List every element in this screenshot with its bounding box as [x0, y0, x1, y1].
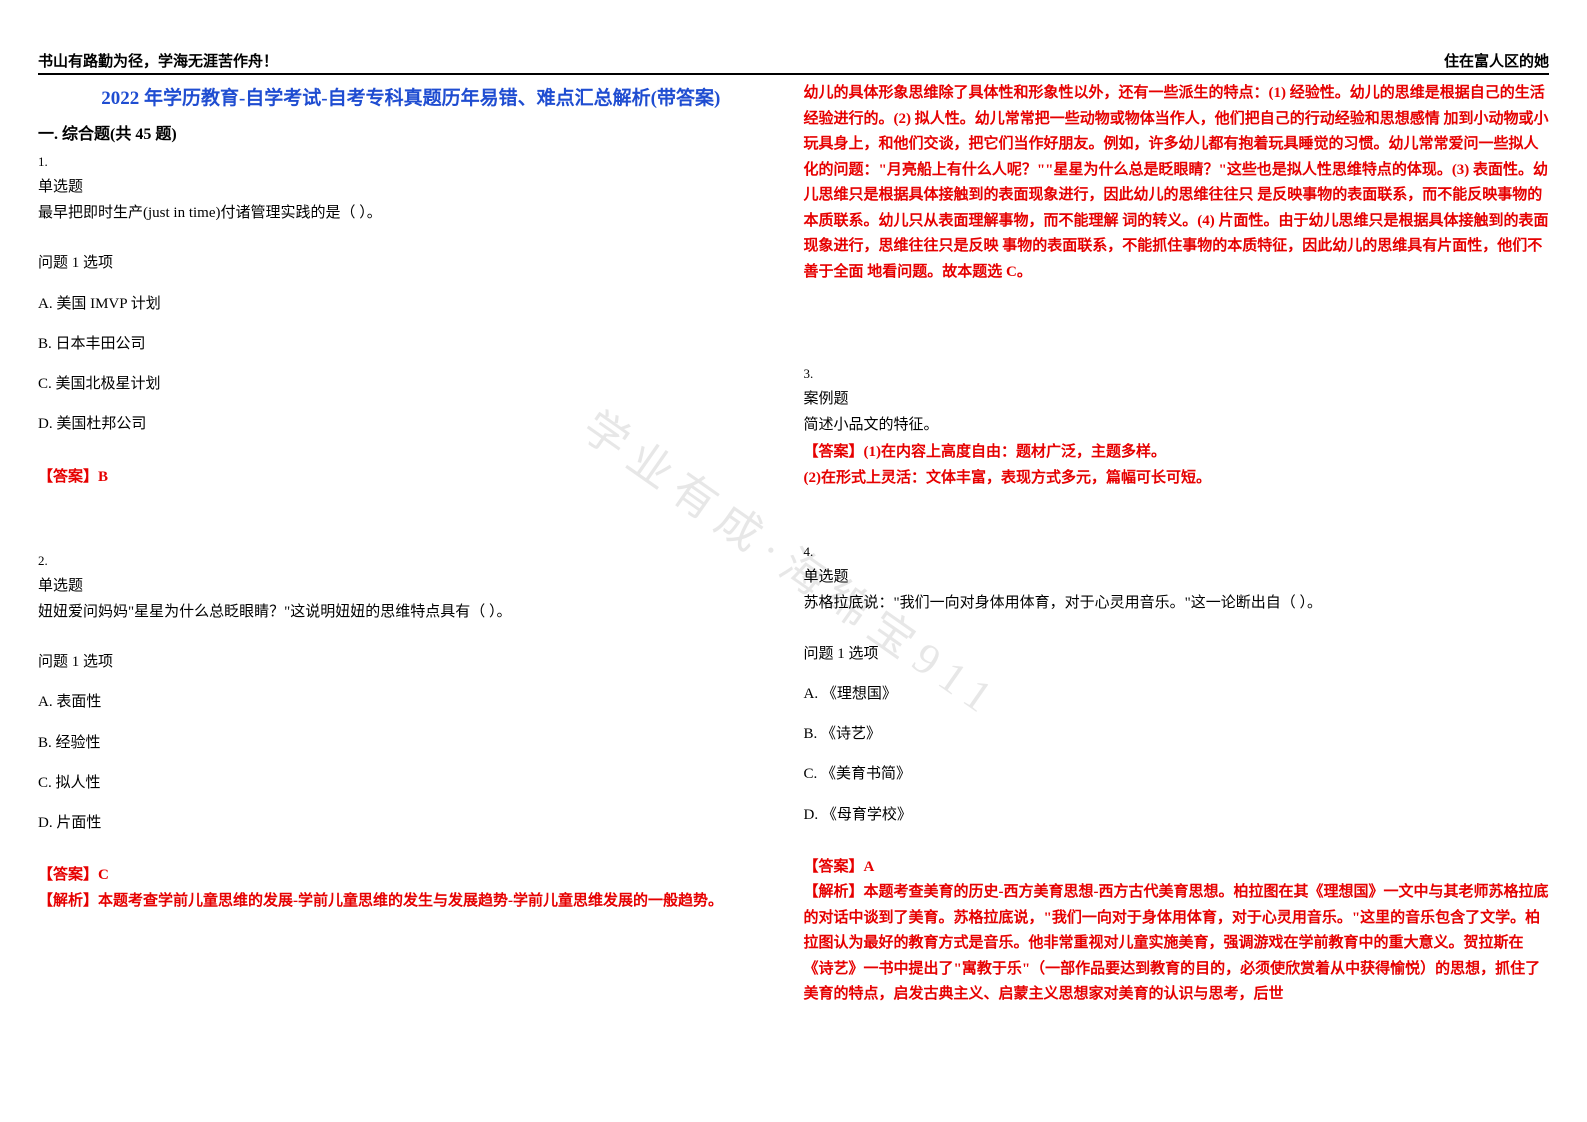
- q4-number: 4.: [804, 541, 1550, 564]
- q2-option-a: A. 表面性: [38, 689, 784, 715]
- q1-type: 单选题: [38, 174, 784, 200]
- q2-analysis: 【解析】本题考查学前儿童思维的发展-学前儿童思维的发生与发展趋势-学前儿童思维发…: [38, 889, 784, 915]
- right-column: 幼儿的具体形象思维除了具体性和形象性以外，还有一些派生的特点：(1) 经验性。幼…: [804, 81, 1550, 1008]
- q4-answer: 【答案】A: [804, 854, 1550, 880]
- q1-option-a: A. 美国 IMVP 计划: [38, 291, 784, 317]
- q2-type: 单选题: [38, 573, 784, 599]
- q4-option-d: D. 《母育学校》: [804, 802, 1550, 828]
- q2-answer: 【答案】C: [38, 862, 784, 888]
- q4-analysis: 【解析】本题考查美育的历史-西方美育思想-西方古代美育思想。柏拉图在其《理想国》…: [804, 880, 1550, 1008]
- section-heading: 一. 综合题(共 45 题): [38, 121, 784, 149]
- q1-answer: 【答案】B: [38, 464, 784, 490]
- q3-answer-line1: 【答案】(1)在内容上高度自由：题材广泛，主题多样。: [804, 440, 1550, 466]
- q1-option-c: C. 美国北极星计划: [38, 371, 784, 397]
- q3-stem: 简述小品文的特征。: [804, 412, 1550, 438]
- q3-type: 案例题: [804, 386, 1550, 412]
- header-right-text: 住在富人区的她: [1444, 50, 1549, 71]
- q1-number: 1.: [38, 151, 784, 174]
- q4-option-b: B. 《诗艺》: [804, 721, 1550, 747]
- q4-option-heading: 问题 1 选项: [804, 641, 1550, 667]
- q1-option-d: D. 美国杜邦公司: [38, 411, 784, 437]
- q2-option-b: B. 经验性: [38, 730, 784, 756]
- q4-option-a: A. 《理想国》: [804, 681, 1550, 707]
- q2-stem: 妞妞爱问妈妈"星星为什么总眨眼睛？"这说明妞妞的思维特点具有（ ）。: [38, 599, 784, 625]
- header-left-text: 书山有路勤为径，学海无涯苦作舟！: [38, 50, 278, 71]
- page-header: 书山有路勤为径，学海无涯苦作舟！ 住在富人区的她: [38, 50, 1549, 75]
- left-column: 2022 年学历教育-自学考试-自考专科真题历年易错、难点汇总解析(带答案) 一…: [38, 81, 784, 1008]
- q2-option-d: D. 片面性: [38, 810, 784, 836]
- q3-number: 3.: [804, 363, 1550, 386]
- q2-option-c: C. 拟人性: [38, 770, 784, 796]
- q4-option-c: C. 《美育书简》: [804, 761, 1550, 787]
- q2-option-heading: 问题 1 选项: [38, 649, 784, 675]
- q4-stem: 苏格拉底说："我们一向对身体用体育，对于心灵用音乐。"这一论断出自（ ）。: [804, 590, 1550, 616]
- q3-answer-line2: (2)在形式上灵活：文体丰富，表现方式多元，篇幅可长可短。: [804, 466, 1550, 492]
- q2-analysis-continued: 幼儿的具体形象思维除了具体性和形象性以外，还有一些派生的特点：(1) 经验性。幼…: [804, 81, 1550, 285]
- q1-stem: 最早把即时生产(just in time)付诸管理实践的是（ ）。: [38, 200, 784, 226]
- document-title: 2022 年学历教育-自学考试-自考专科真题历年易错、难点汇总解析(带答案): [38, 81, 784, 117]
- q1-option-heading: 问题 1 选项: [38, 250, 784, 276]
- q4-type: 单选题: [804, 564, 1550, 590]
- q2-number: 2.: [38, 550, 784, 573]
- q1-option-b: B. 日本丰田公司: [38, 331, 784, 357]
